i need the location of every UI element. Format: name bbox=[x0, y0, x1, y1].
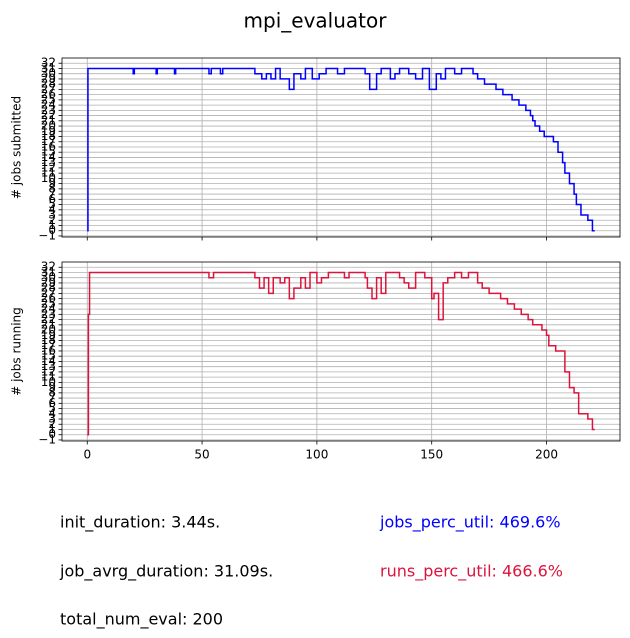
y-tick-label: 1 bbox=[48, 422, 56, 436]
y-tick-label: 2 bbox=[48, 213, 56, 227]
y-tick-label: 13 bbox=[41, 155, 56, 169]
y-tick-label: 18 bbox=[41, 129, 56, 143]
y-tick-label: 6 bbox=[48, 192, 56, 206]
y-tick-label: 7 bbox=[48, 187, 56, 201]
y-axis-label: # jobs submitted bbox=[10, 96, 24, 199]
y-tick-label: 5 bbox=[48, 197, 56, 211]
y-tick-label: 6 bbox=[48, 396, 56, 410]
y-tick-label: 23 bbox=[41, 103, 56, 117]
y-tick-label: 9 bbox=[48, 380, 56, 394]
y-tick-label: 24 bbox=[41, 98, 56, 112]
y-tick-label: 20 bbox=[41, 119, 56, 133]
data-line bbox=[87, 271, 595, 436]
annotation: total_num_eval: 200 bbox=[60, 610, 223, 630]
y-tick-label: 21 bbox=[41, 113, 56, 127]
y-tick-label: 27 bbox=[41, 82, 56, 96]
y-tick-label: 10 bbox=[41, 171, 56, 185]
y-tick-label: 19 bbox=[41, 124, 56, 138]
y-tick-label: 25 bbox=[41, 296, 56, 310]
y-tick-label: 22 bbox=[41, 312, 56, 326]
y-tick-label: 12 bbox=[41, 364, 56, 378]
y-tick-label: 20 bbox=[41, 323, 56, 337]
y-tick-label: −1 bbox=[38, 228, 56, 242]
y-tick-label: 28 bbox=[41, 281, 56, 295]
y-tick-label: 16 bbox=[41, 343, 56, 357]
x-tick-label: 0 bbox=[83, 448, 91, 462]
y-tick-label: 15 bbox=[41, 145, 56, 159]
x-tick-label: 200 bbox=[535, 448, 558, 462]
y-tick-label: 0 bbox=[48, 223, 56, 237]
axes-frame bbox=[61, 261, 621, 442]
y-tick-label: 24 bbox=[41, 302, 56, 316]
y-tick-label: 29 bbox=[41, 275, 56, 289]
y-tick-label: 17 bbox=[41, 338, 56, 352]
annotation: jobs_perc_util: 469.6% bbox=[379, 513, 561, 533]
y-tick-label: 14 bbox=[41, 150, 56, 164]
data-line bbox=[87, 67, 595, 232]
y-tick-label: −1 bbox=[38, 432, 56, 446]
y-tick-label: 19 bbox=[41, 328, 56, 342]
y-tick-label: 28 bbox=[41, 77, 56, 91]
y-tick-label: 22 bbox=[41, 108, 56, 122]
y-tick-label: 31 bbox=[41, 265, 56, 279]
figure-title: mpi_evaluator bbox=[244, 9, 388, 33]
axes-frame bbox=[61, 57, 621, 238]
y-tick-label: 11 bbox=[41, 166, 56, 180]
y-tick-label: 18 bbox=[41, 333, 56, 347]
y-axis-label: # jobs running bbox=[10, 307, 24, 396]
y-tick-label: 5 bbox=[48, 401, 56, 415]
y-tick-label: 12 bbox=[41, 160, 56, 174]
y-tick-label: 8 bbox=[48, 385, 56, 399]
y-tick-label: 21 bbox=[41, 317, 56, 331]
y-tick-label: 31 bbox=[41, 61, 56, 75]
y-tick-label: 29 bbox=[41, 71, 56, 85]
annotation: runs_perc_util: 466.6% bbox=[380, 562, 563, 582]
y-tick-label: 26 bbox=[41, 87, 56, 101]
y-tick-label: 0 bbox=[48, 427, 56, 441]
annotation: init_duration: 3.44s. bbox=[60, 513, 220, 533]
y-tick-label: 3 bbox=[48, 208, 56, 222]
y-tick-label: 7 bbox=[48, 391, 56, 405]
y-tick-label: 10 bbox=[41, 375, 56, 389]
y-tick-label: 1 bbox=[48, 218, 56, 232]
y-tick-label: 4 bbox=[48, 202, 56, 216]
y-tick-label: 30 bbox=[41, 66, 56, 80]
y-tick-label: 25 bbox=[41, 92, 56, 106]
y-tick-label: 13 bbox=[41, 359, 56, 373]
y-tick-label: 14 bbox=[41, 354, 56, 368]
y-tick-label: 11 bbox=[41, 370, 56, 384]
y-tick-label: 32 bbox=[41, 260, 56, 274]
y-tick-label: 3 bbox=[48, 412, 56, 426]
x-tick-label: 50 bbox=[194, 448, 209, 462]
y-tick-label: 9 bbox=[48, 176, 56, 190]
y-tick-label: 27 bbox=[41, 286, 56, 300]
y-tick-label: 8 bbox=[48, 181, 56, 195]
y-tick-label: 26 bbox=[41, 291, 56, 305]
x-tick-label: 150 bbox=[420, 448, 443, 462]
annotation: job_avrg_duration: 31.09s. bbox=[59, 562, 273, 582]
x-tick-label: 100 bbox=[305, 448, 328, 462]
y-tick-label: 2 bbox=[48, 417, 56, 431]
y-tick-label: 17 bbox=[41, 134, 56, 148]
y-tick-label: 15 bbox=[41, 349, 56, 363]
y-tick-label: 4 bbox=[48, 406, 56, 420]
y-tick-label: 30 bbox=[41, 270, 56, 284]
y-tick-label: 23 bbox=[41, 307, 56, 321]
y-tick-label: 32 bbox=[41, 56, 56, 70]
y-tick-label: 16 bbox=[41, 139, 56, 153]
